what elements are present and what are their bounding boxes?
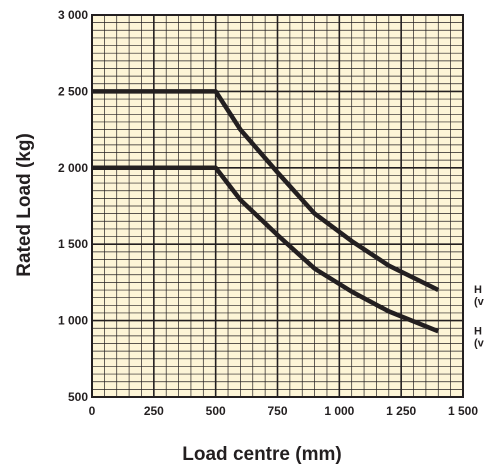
x-axis-title: Load centre (mm) [182,444,341,465]
y-tick-label: 2 500 [58,84,88,98]
series-line-2 [92,165,440,334]
y-tick-label: 3 000 [58,8,88,22]
series-label-2: H [474,325,482,337]
x-tick-label: 750 [267,404,287,418]
series-labels: H(vH(v [474,284,485,349]
x-tick-label: 1 250 [386,404,416,418]
x-axis-ticks: 0 250 500 750 1 000 1 250 1 500 [89,404,479,418]
x-tick-label: 0 [89,404,96,418]
y-tick-label: 1 500 [58,237,88,251]
y-tick-label: 1 000 [58,314,88,328]
x-tick-label: 250 [144,404,164,418]
series-label-2: (v [474,337,485,349]
y-tick-label: 500 [68,390,88,404]
y-axis-title: Rated Load (kg) [14,133,35,277]
grid-lines [91,14,464,398]
series-label-1: (v [474,296,485,308]
series-group [92,89,440,334]
series-label-1: H [474,284,482,296]
x-tick-label: 1 000 [324,404,354,418]
y-tick-label: 2 000 [58,161,88,175]
x-tick-label: 1 500 [448,404,478,418]
series-line-1 [92,89,440,293]
y-axis-ticks: 500 1 000 1 500 2 000 2 500 3 000 [58,8,88,404]
plot-frame [91,14,464,398]
x-tick-label: 500 [206,404,226,418]
